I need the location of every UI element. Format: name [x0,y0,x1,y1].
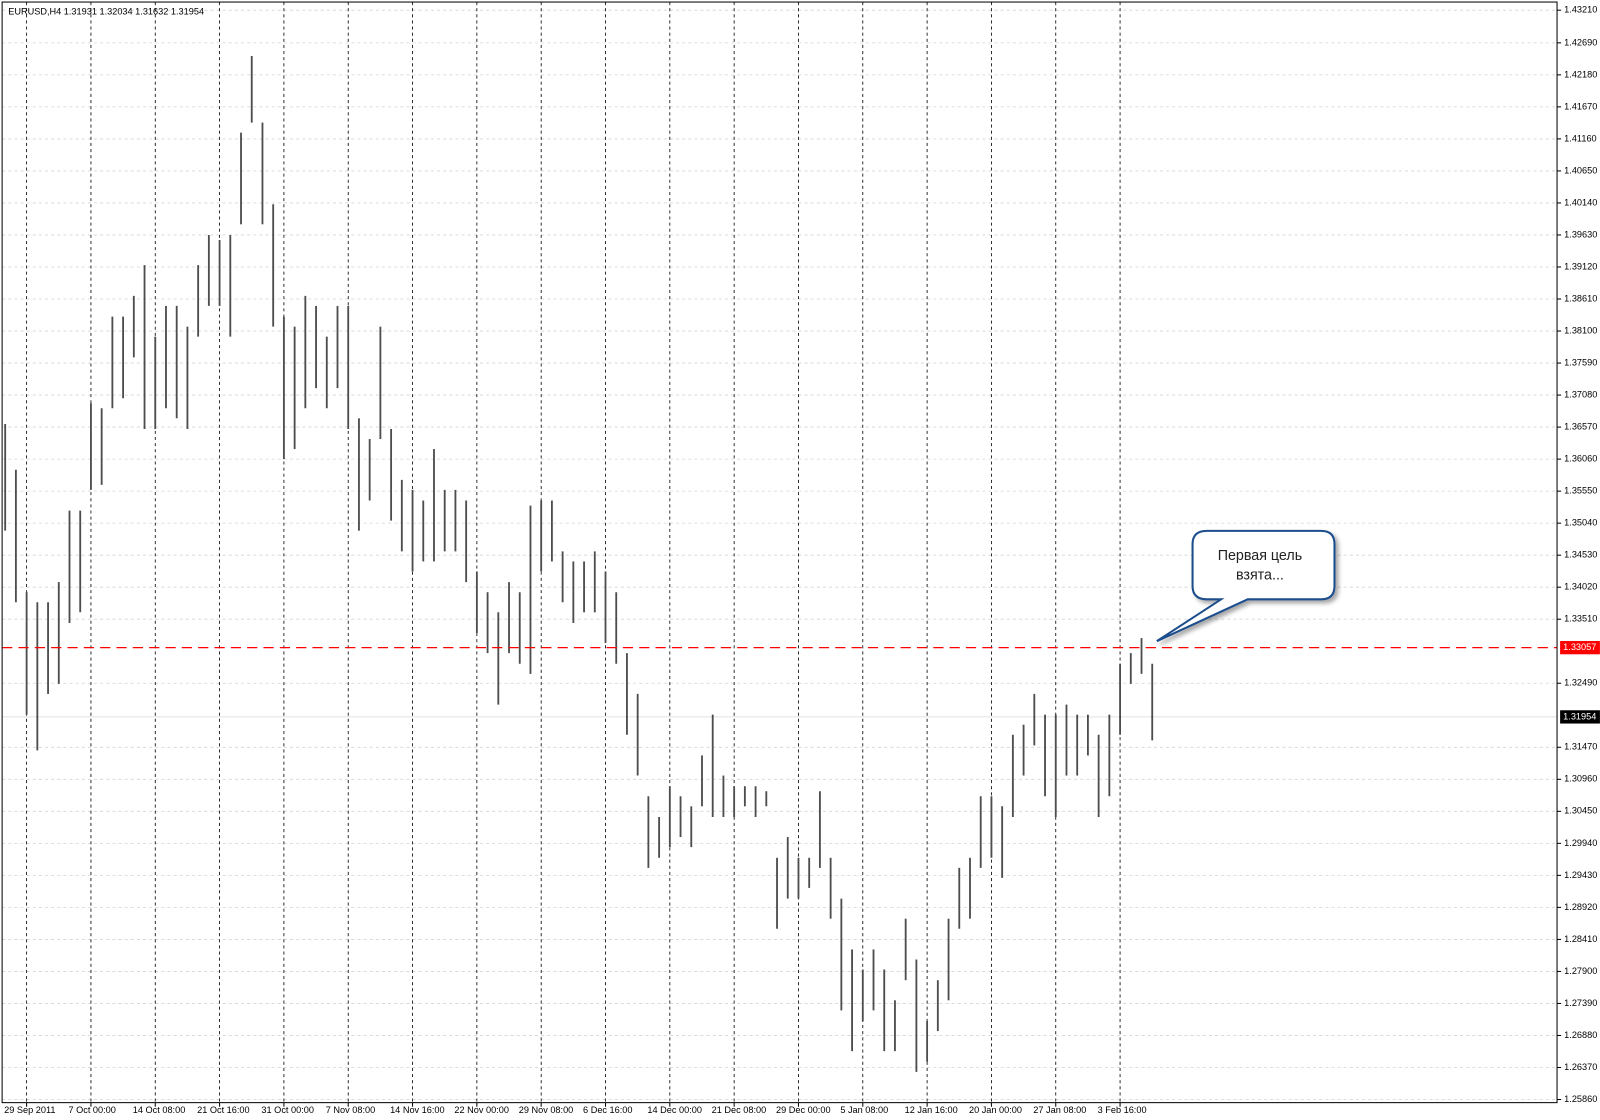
y-tick-label: 1.34530 [1564,550,1597,560]
x-tick-label: 12 Jan 16:00 [905,1105,958,1115]
y-tick-label: 1.26370 [1564,1062,1597,1072]
y-tick-label: 1.38610 [1564,293,1597,303]
line-layer [2,646,1558,718]
callout: Первая цель взята... [1156,529,1336,643]
y-tick-label: 1.43210 [1564,5,1597,15]
x-tick-label: 27 Jan 08:00 [1033,1105,1086,1115]
x-tick-label: 29 Nov 08:00 [519,1105,574,1115]
price-label: 1.31954 [1563,711,1596,721]
x-tick-label: 5 Jan 08:00 [840,1105,888,1115]
y-tick-label: 1.31470 [1564,742,1597,752]
x-tick-label: 20 Jan 00:00 [969,1105,1022,1115]
callout-bubble [1156,529,1336,643]
callout-text: взята... [1236,568,1284,584]
y-tick-label: 1.30960 [1564,774,1597,784]
y-tick-label: 1.38100 [1564,325,1597,335]
x-tick-label: 7 Nov 08:00 [326,1105,375,1115]
x-tick-label: 3 Feb 16:00 [1098,1105,1147,1115]
y-tick-label: 1.37080 [1564,389,1597,399]
bar-layer [4,56,1154,1072]
plot-frame [1,1,1558,1104]
y-tick-label: 1.40650 [1564,165,1597,175]
y-tick-label: 1.33510 [1564,614,1597,624]
chart-title: EURUSD,H4 1.31931 1.32034 1.31632 1.3195… [8,7,204,17]
x-tick-label: 14 Nov 16:00 [390,1105,445,1115]
y-tick-label: 1.36060 [1564,454,1597,464]
y-tick-label: 1.25860 [1564,1094,1597,1104]
y-tick-label: 1.37590 [1564,357,1597,367]
callout-text: Первая цель [1218,548,1302,564]
y-tick-label: 1.30450 [1564,806,1597,816]
x-tick-label: 31 Oct 00:00 [261,1105,314,1115]
y-tick-label: 1.34020 [1564,582,1597,592]
x-tick-label: 29 Dec 00:00 [776,1105,831,1115]
x-tick-label: 29 Sep 2011 [4,1105,55,1115]
y-tick-label: 1.28920 [1564,902,1597,912]
x-tick-label: 22 Nov 00:00 [454,1105,509,1115]
axis-layer: 1.25860 1.26370 1.26880 1.27390 1.27900 1.284… [4,5,1600,1115]
x-tick-label: 21 Oct 16:00 [197,1105,250,1115]
x-tick-label: 14 Dec 00:00 [647,1105,702,1115]
y-tick-label: 1.41670 [1564,101,1597,111]
y-tick-label: 1.27900 [1564,966,1597,976]
price-label-box [1560,641,1600,655]
y-tick-label: 1.28410 [1564,934,1597,944]
x-tick-label: 7 Oct 00:00 [68,1105,115,1115]
price-label-box [1560,710,1600,724]
y-tick-label: 1.32490 [1564,678,1597,688]
y-tick-label: 1.35040 [1564,518,1597,528]
price-label: 1.33057 [1563,642,1596,652]
y-tick-label: 1.42180 [1564,69,1597,79]
y-tick-label: 1.29430 [1564,870,1597,880]
y-tick-label: 1.35550 [1564,486,1597,496]
y-tick-label: 1.41160 [1564,133,1596,143]
y-tick-label: 1.39630 [1564,229,1597,239]
y-tick-label: 1.42690 [1564,37,1597,47]
grid-layer [2,2,1558,1103]
y-tick-label: 1.26880 [1564,1030,1597,1040]
x-tick-label: 21 Dec 08:00 [712,1105,767,1115]
y-tick-label: 1.29940 [1564,838,1597,848]
y-tick-label: 1.40140 [1564,197,1597,207]
x-tick-label: 14 Oct 08:00 [133,1105,186,1115]
x-tick-label: 6 Dec 16:00 [583,1105,632,1115]
y-tick-label: 1.27390 [1564,998,1597,1008]
y-tick-label: 1.36570 [1564,422,1597,432]
y-tick-label: 1.39120 [1564,261,1597,271]
